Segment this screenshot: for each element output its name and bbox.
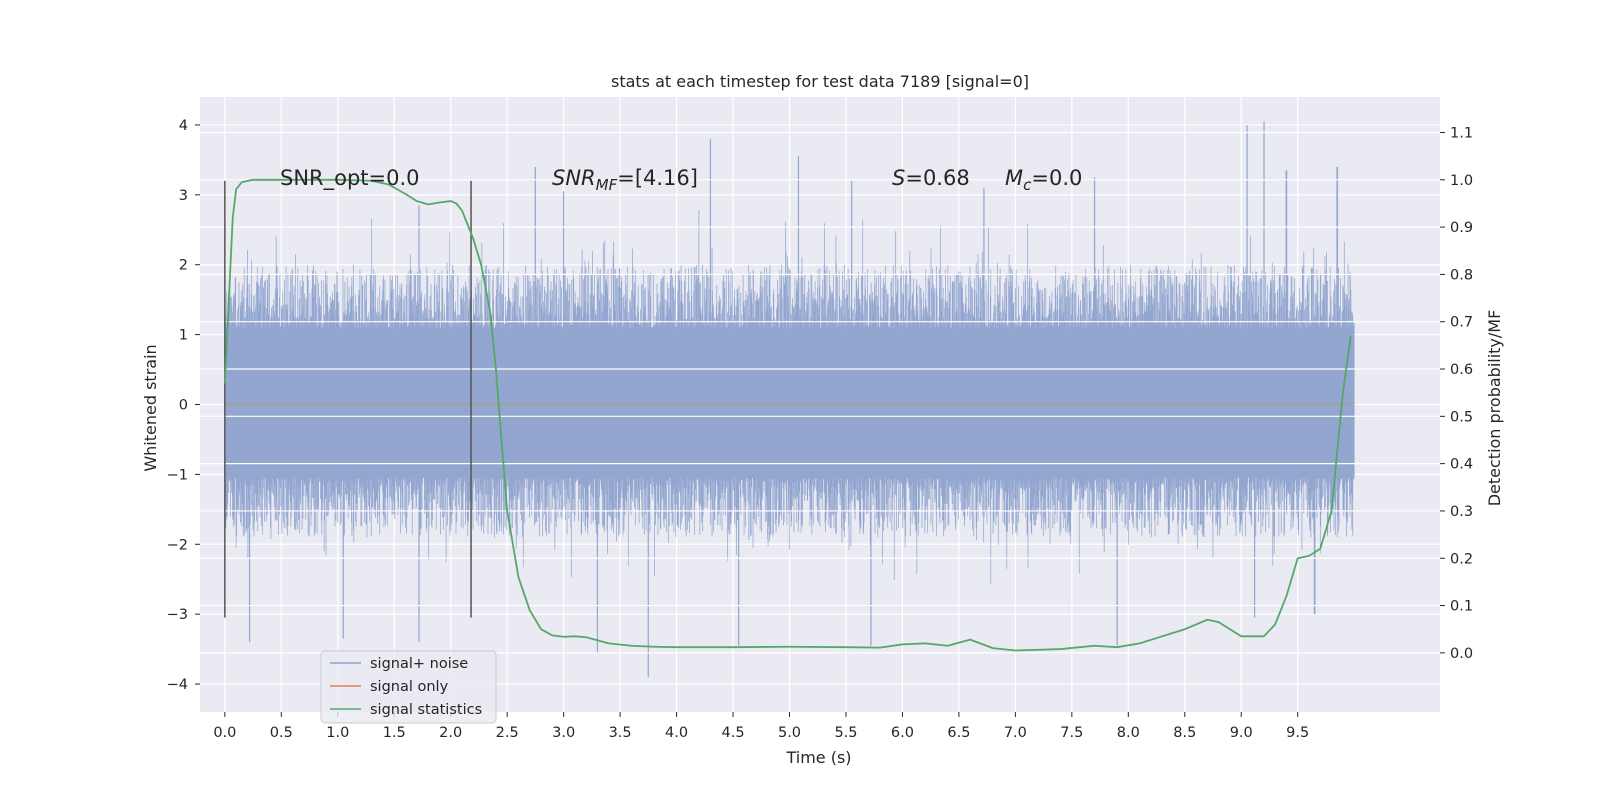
annotation-s: S=0.68 [892, 166, 970, 190]
y2-tick-label: 0.2 [1450, 551, 1473, 567]
x-tick-label: 7.5 [1060, 725, 1083, 741]
y-tick-label: −3 [167, 607, 188, 623]
chart-title: stats at each timestep for test data 718… [611, 72, 1029, 91]
annotations: SNR_opt=0.0 SNRMF=[4.16] S=0.68 Mc=0.0 [280, 166, 1082, 194]
x-tick-label: 3.0 [552, 725, 575, 741]
y-tick-label: 3 [179, 188, 188, 204]
y2-grid [200, 131, 1440, 654]
annotation-snr-opt: SNR_opt=0.0 [280, 166, 420, 191]
vertical-markers [224, 180, 472, 618]
y2-tick-label: 0.3 [1450, 504, 1473, 520]
annotation-mc-main: M [1005, 166, 1023, 190]
x-tick-label: 2.0 [439, 725, 462, 741]
legend-label-signal-statistics: signal statistics [370, 702, 482, 718]
legend-frame [320, 650, 497, 724]
y2-tick-label: 0.4 [1450, 457, 1473, 473]
y-tick-label: −1 [167, 467, 188, 483]
x-tick-label: 0.5 [270, 725, 293, 741]
y-tick-label: 1 [179, 328, 188, 344]
annotation-mc: Mc=0.0 [1005, 166, 1082, 194]
y-tick-label: 2 [179, 258, 188, 274]
annotation-mc-sub: c [1023, 176, 1032, 194]
x-tick-label: 9.0 [1230, 725, 1253, 741]
y2-tick-label: 0.0 [1450, 646, 1473, 662]
annotation-mc-value: =0.0 [1031, 166, 1082, 190]
x-axis-label: Time (s) [785, 748, 851, 767]
y-axis-label: Whitened strain [141, 344, 160, 471]
signal-statistics-line [223, 178, 1352, 652]
x-tick-label: 8.5 [1173, 725, 1196, 741]
x-tick-label: 8.0 [1117, 725, 1140, 741]
x-tick-label: 1.5 [383, 725, 406, 741]
y2-tick-label: 1.0 [1450, 173, 1473, 189]
y-axis-ticks: 4 3 2 1 0 −1 −2 −3 −4 [167, 118, 200, 693]
y-tick-label: −4 [167, 677, 188, 693]
x-tick-label: 9.5 [1286, 725, 1309, 741]
y-tick-label: −2 [167, 537, 188, 553]
x-tick-label: 5.0 [778, 725, 801, 741]
x-tick-label: 4.0 [665, 725, 688, 741]
y2-tick-label: 1.1 [1450, 125, 1473, 141]
x-tick-label: 2.5 [496, 725, 519, 741]
x-tick-label: 6.0 [891, 725, 914, 741]
y2-tick-label: 0.6 [1450, 362, 1473, 378]
annotation-snr-mf-value: =[4.16] [617, 166, 698, 190]
x-tick-label: 7.0 [1004, 725, 1027, 741]
series-signal-statistics [223, 178, 1352, 652]
x-tick-label: 1.0 [326, 725, 349, 741]
annotation-s-value: =0.68 [905, 166, 969, 190]
y2-tick-label: 0.7 [1450, 315, 1473, 331]
y2-axis-label: Detection probability/MF [1485, 310, 1504, 507]
legend-label-signal-plus-noise: signal+ noise [370, 656, 468, 672]
annotation-snr-mf: SNRMF=[4.16] [552, 166, 698, 194]
legend-label-signal-only: signal only [370, 679, 449, 695]
annotation-s-main: S [892, 166, 905, 190]
annotation-snr-mf-main: SNR [552, 166, 596, 190]
annotation-snr-mf-sub: MF [596, 176, 618, 194]
y-tick-label: 0 [179, 398, 188, 414]
x-axis-ticks: 0.0 0.5 1.0 1.5 2.0 2.5 3.0 3.5 4.0 4.5 5.0 5.5 6.0 6… [213, 712, 1309, 741]
y2-tick-label: 0.8 [1450, 267, 1473, 283]
y-tick-label: 4 [179, 118, 188, 134]
legend: signal+ noise signal only signal statist… [320, 650, 497, 724]
x-tick-label: 3.5 [609, 725, 632, 741]
x-tick-label: 0.0 [213, 725, 236, 741]
x-tick-label: 4.5 [722, 725, 745, 741]
y2-tick-label: 0.1 [1450, 599, 1473, 615]
y2-tick-label: 0.9 [1450, 220, 1473, 236]
y2-axis-ticks: 1.1 1.0 0.9 0.8 0.7 0.6 0.5 0.4 0.3 0.2 0.1 0.0 [1440, 125, 1473, 662]
x-tick-label: 6.5 [947, 725, 970, 741]
x-tick-label: 5.5 [834, 725, 857, 741]
y2-tick-label: 0.5 [1450, 409, 1473, 425]
